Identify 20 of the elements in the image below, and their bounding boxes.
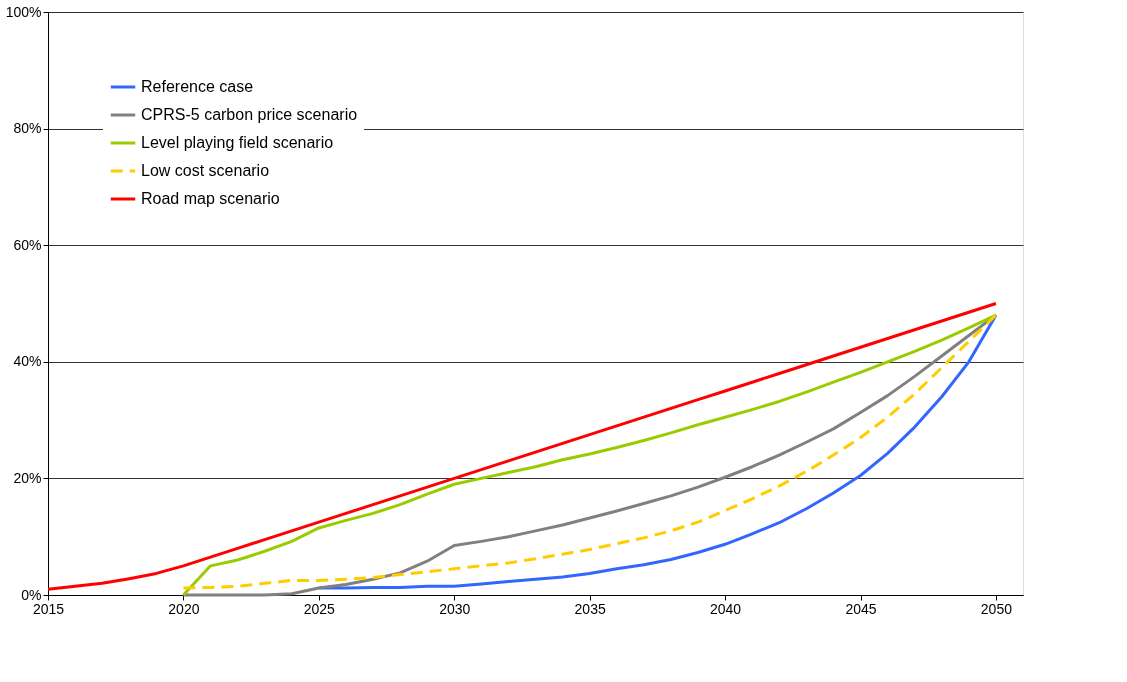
x-tick-label: 2025 bbox=[303, 600, 336, 617]
legend-label: Level playing field scenario bbox=[141, 134, 334, 151]
x-tick-label: 2015 bbox=[32, 600, 65, 617]
x-tick-label: 2020 bbox=[168, 600, 200, 617]
x-tick-label: 2050 bbox=[980, 600, 1013, 617]
legend-label: Low cost scenario bbox=[141, 162, 270, 179]
y-tick-label: 100% bbox=[5, 3, 42, 20]
y-tick-label: 60% bbox=[13, 236, 42, 253]
y-tick-label: 0% bbox=[21, 586, 42, 603]
legend-label: Road map scenario bbox=[141, 190, 280, 207]
y-tick-label: 20% bbox=[13, 469, 42, 486]
x-tick-label: 2045 bbox=[845, 600, 877, 617]
x-tick-label: 2030 bbox=[439, 600, 471, 617]
legend-label: CPRS-5 carbon price scenario bbox=[141, 106, 358, 123]
y-tick-label: 40% bbox=[13, 353, 42, 370]
legend-label: Reference case bbox=[141, 78, 254, 95]
y-tick-label: 80% bbox=[13, 120, 42, 137]
x-tick-label: 2035 bbox=[574, 600, 606, 617]
x-tick-label: 2040 bbox=[710, 600, 742, 617]
line-series bbox=[46, 302, 998, 591]
